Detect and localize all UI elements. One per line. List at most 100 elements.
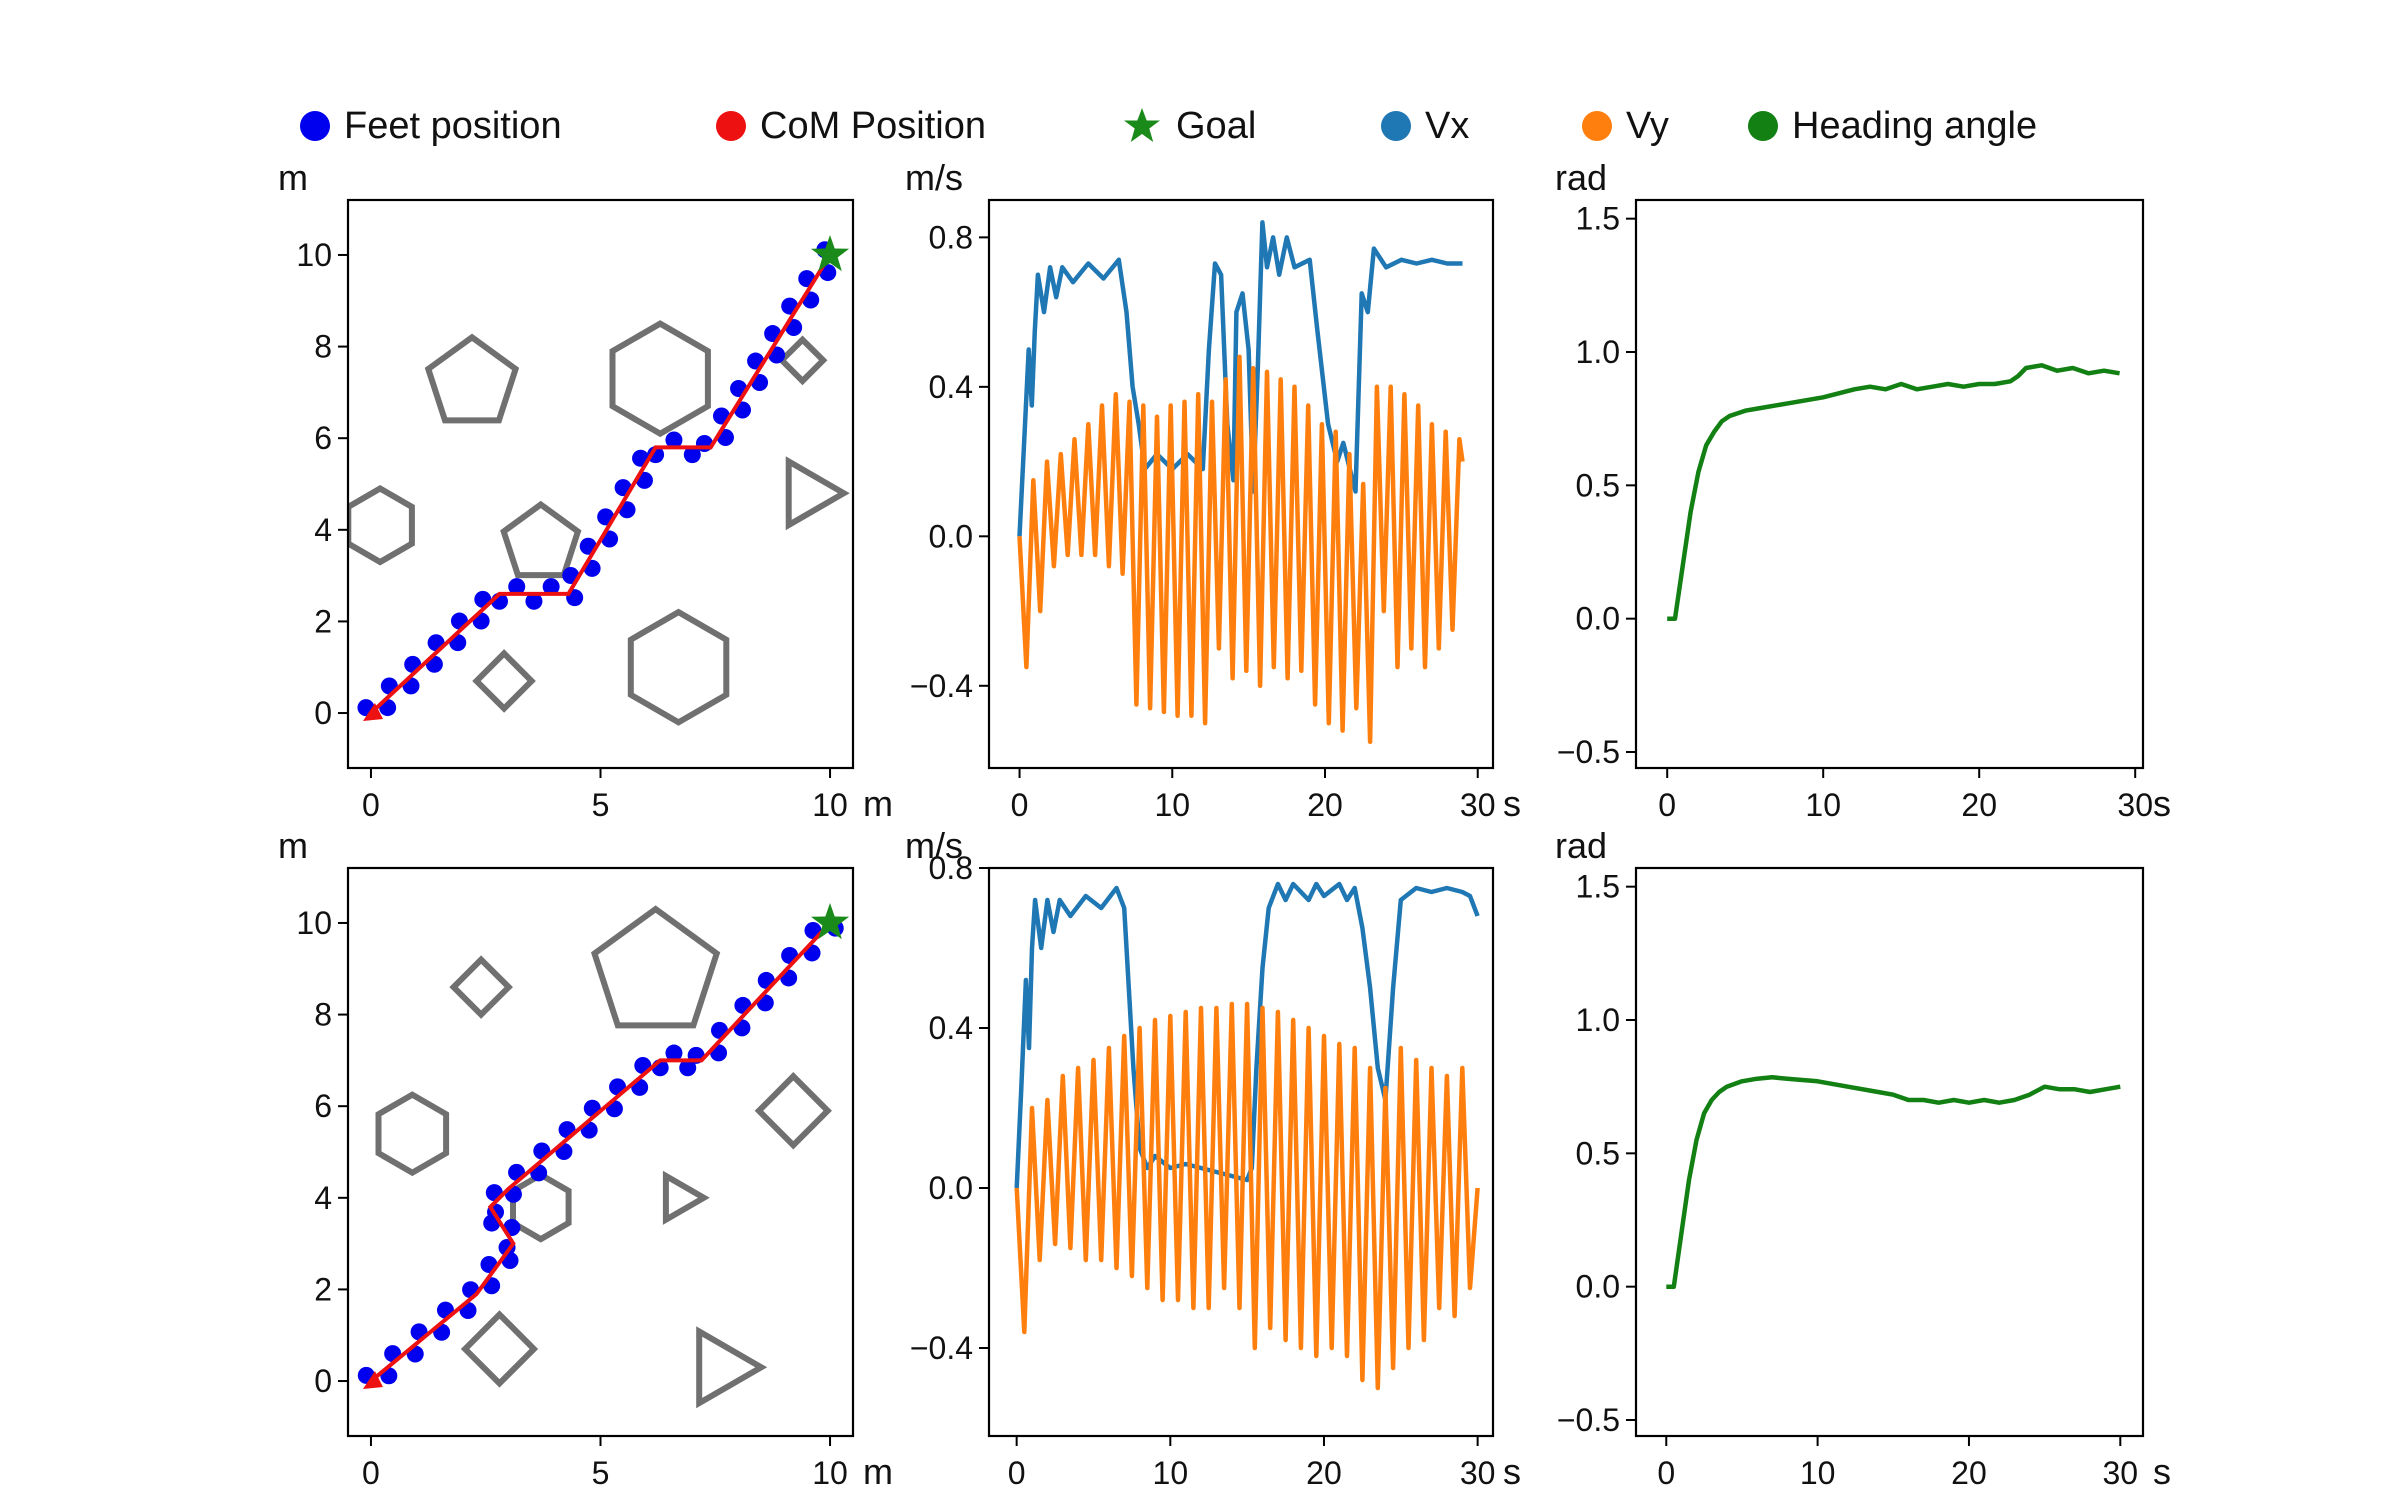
y-axis-label: rad — [1555, 825, 1607, 866]
y-tick-label: −0.4 — [910, 668, 973, 704]
x-tick-label: 30 — [2117, 787, 2153, 823]
y-tick-label: 0.4 — [929, 369, 973, 405]
foot-point — [508, 578, 526, 596]
y-tick-label: 6 — [314, 420, 332, 456]
foot-point — [665, 1044, 683, 1062]
series-line-vx — [1014, 881, 1480, 1189]
foot-point — [542, 578, 560, 596]
obstacle — [472, 649, 536, 713]
legend-label-com: CoM Position — [760, 104, 986, 147]
x-tick-label: 20 — [1306, 1455, 1342, 1491]
x-tick-label: 20 — [1307, 787, 1343, 823]
x-tick-label: 0 — [1658, 787, 1676, 823]
obstacle — [777, 335, 828, 386]
goal-star-icon — [811, 235, 850, 272]
y-tick-label: 0.8 — [929, 850, 973, 886]
y-axis-label: m — [278, 825, 308, 866]
y-tick-label: 0.0 — [929, 518, 973, 554]
legend-marker-vx — [1381, 111, 1411, 141]
x-tick-label: 20 — [1961, 787, 1997, 823]
y-tick-label: −0.5 — [1557, 1402, 1620, 1438]
legend-label-vx: Vx — [1425, 104, 1470, 147]
axes-frame — [1634, 198, 2145, 770]
foot-point — [647, 446, 665, 464]
y-tick-label: 0.0 — [929, 1170, 973, 1206]
y-axis-label: m — [278, 157, 308, 198]
obstacle — [460, 1310, 539, 1388]
legend-label-vy: Vy — [1626, 104, 1669, 147]
x-axis-label: s — [2153, 1451, 2171, 1492]
legend-marker-vy — [1582, 111, 1612, 141]
series-line-vy — [1014, 1001, 1480, 1391]
chart-head-top: 0 10 20 30 −0.5 0.0 0.5 1.0 1.5 s rad — [1555, 157, 2171, 824]
y-tick-label: 1.5 — [1576, 201, 1620, 237]
x-tick-label: 10 — [1154, 787, 1190, 823]
plot-area-path-bot — [357, 905, 844, 1409]
plot-area-head-top — [1667, 363, 2120, 621]
x-tick-label: 0 — [1011, 787, 1029, 823]
x-tick-label: 5 — [592, 1455, 610, 1491]
axes-frame — [346, 866, 855, 1438]
x-tick-label: 20 — [1951, 1455, 1987, 1491]
axes-frame — [987, 866, 1495, 1438]
y-tick-label: 0.5 — [1576, 467, 1620, 503]
foot-point — [683, 446, 701, 464]
x-tick-label: 30 — [2103, 1455, 2139, 1491]
y-tick-label: 0.4 — [929, 1010, 973, 1046]
y-tick-label: 1.0 — [1576, 334, 1620, 370]
x-tick-label: 5 — [592, 787, 610, 823]
legend-item-vx: Vx — [1381, 96, 1469, 156]
plot-area-head-bot — [1666, 1075, 2121, 1289]
x-tick-label: 10 — [1805, 787, 1841, 823]
legend-label-feet: Feet position — [344, 104, 562, 147]
y-tick-label: 1.0 — [1576, 1002, 1620, 1038]
series-line-heading-angle — [1666, 1075, 2121, 1289]
obstacle — [627, 608, 730, 726]
x-tick-label: 10 — [812, 1455, 848, 1491]
chart-path-top: 0 5 10 0 2 4 6 8 10 m m — [278, 157, 893, 824]
chart-vel-bot: 0 10 20 30 −0.4 0.0 0.4 0.8 s m/s — [905, 825, 1521, 1492]
x-tick-label: 0 — [1657, 1455, 1675, 1491]
chart-head-bot: 0 10 20 30 −0.5 0.0 0.5 1.0 1.5 s rad — [1555, 825, 2171, 1492]
obstacle — [375, 1091, 450, 1177]
star-icon — [1124, 108, 1160, 142]
x-tick-label: 0 — [362, 787, 380, 823]
y-tick-label: −0.5 — [1557, 734, 1620, 770]
x-tick-label: 10 — [812, 787, 848, 823]
axes-frame — [346, 198, 855, 770]
y-tick-label: 0.5 — [1576, 1135, 1620, 1171]
plot-area-vel-top — [1017, 220, 1465, 745]
obstacle — [785, 456, 850, 531]
y-tick-label: 6 — [314, 1088, 332, 1124]
x-tick-label: 30 — [1460, 1455, 1496, 1491]
axes-frame — [987, 198, 1495, 770]
legend-marker-heading — [1748, 111, 1778, 141]
legend-label-goal: Goal — [1176, 104, 1257, 147]
plot-area-vel-bot — [1014, 881, 1480, 1391]
y-axis-label: m/s — [905, 157, 963, 198]
y-tick-label: −0.4 — [910, 1330, 973, 1366]
obstacle — [609, 320, 711, 438]
obstacle — [424, 333, 520, 424]
chart-path-bot: 0 5 10 0 2 4 6 8 10 m m — [278, 825, 893, 1492]
obstacle — [590, 905, 721, 1029]
y-tick-label: 8 — [314, 997, 332, 1033]
foot-point — [679, 1059, 697, 1077]
y-tick-label: 2 — [314, 603, 332, 639]
x-axis-label: m — [863, 783, 893, 824]
obstacle — [500, 500, 582, 579]
axes-frame — [1634, 866, 2145, 1438]
obstacle — [348, 485, 415, 566]
y-tick-label: 0.0 — [1576, 601, 1620, 637]
obstacle — [510, 1171, 572, 1243]
series-line-vx — [1017, 220, 1463, 537]
goal-star-icon — [811, 903, 850, 940]
foot-point — [525, 592, 543, 610]
obstacle — [754, 1072, 832, 1150]
y-tick-label: 0 — [314, 1363, 332, 1399]
legend-item-feet: Feet position — [300, 96, 562, 156]
y-tick-label: 4 — [314, 1180, 332, 1216]
legend-item-vy: Vy — [1582, 96, 1669, 156]
start-marker — [362, 703, 383, 722]
